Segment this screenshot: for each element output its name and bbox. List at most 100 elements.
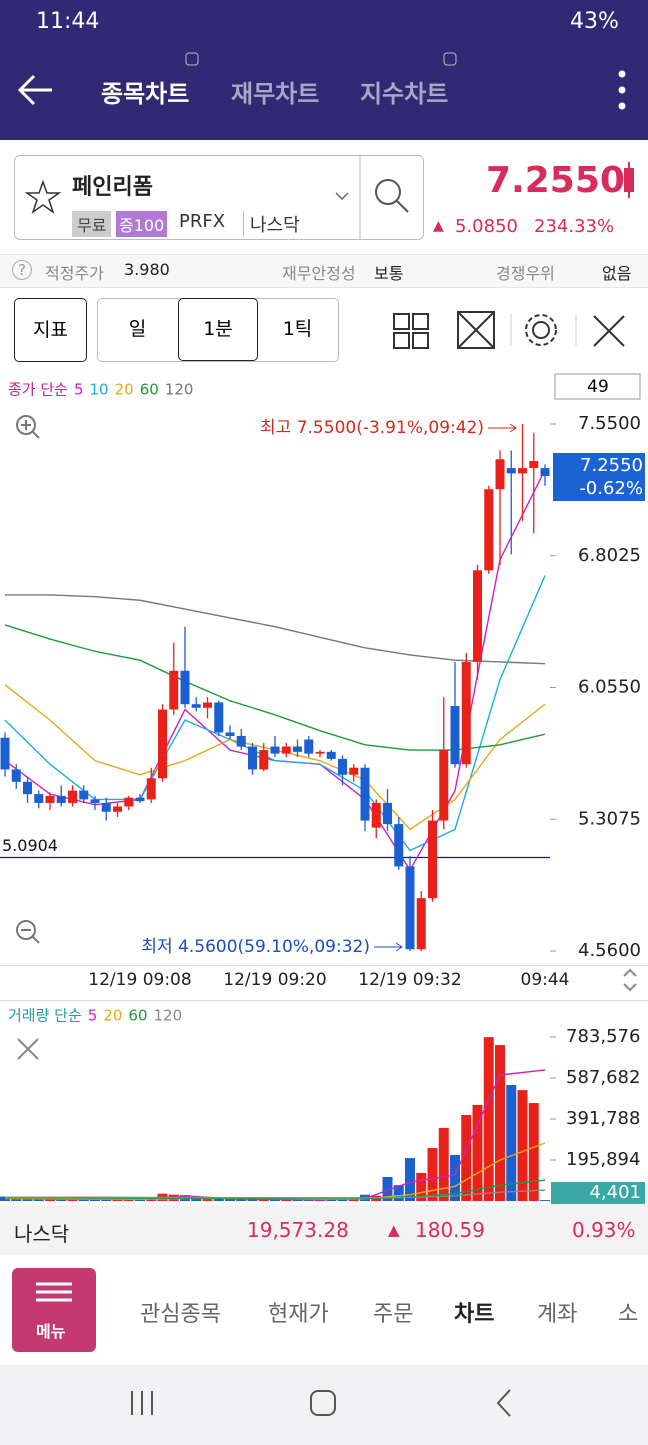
zoom-button[interactable] [16, 920, 36, 940]
volume-bar [123, 1199, 134, 1201]
button[interactable]: 1분 [178, 298, 258, 361]
volume-bar [393, 1185, 404, 1201]
candle-body [180, 670, 190, 705]
volume-bar [382, 1176, 393, 1201]
volume-bar [517, 1090, 528, 1201]
info-label: 재무안정성 [282, 264, 356, 283]
nav-tab[interactable]: 관심종목 [140, 1302, 221, 1327]
nav-tab[interactable]: 계좌 [537, 1302, 578, 1327]
top-bar [0, 0, 648, 140]
volume-bar [405, 1158, 415, 1201]
candle-body [450, 706, 460, 765]
last-volume-tag [551, 1182, 645, 1204]
nav-tab[interactable]: 주문 [373, 1302, 414, 1327]
volume-bar [348, 1199, 359, 1201]
y-tick-label: 5.3075 [578, 808, 641, 829]
legend-entry: 20 [103, 1007, 122, 1025]
candle-body [304, 739, 314, 754]
ma-line [5, 594, 546, 665]
candle-body [214, 702, 224, 733]
y-tick-label: 6.8025 [578, 545, 641, 566]
tab[interactable]: 종목차트 [101, 80, 190, 108]
volume-bar [270, 1199, 280, 1201]
volume-bar [90, 1199, 100, 1201]
candle-body [281, 746, 291, 754]
volume-bar [33, 1198, 44, 1201]
volume-bar [495, 1045, 505, 1201]
stock-box[interactable] [14, 155, 424, 240]
volume-bar [202, 1199, 213, 1201]
button[interactable]: 1틱 [282, 318, 313, 340]
button[interactable]: 일 [128, 318, 147, 340]
help[interactable]: ? [12, 260, 32, 280]
legend-entry: 60 [140, 381, 159, 399]
volume-pane [0, 1000, 648, 1206]
change-pct: 234.33% [534, 216, 615, 237]
ma-line [5, 1189, 546, 1199]
volume-bar [22, 1199, 33, 1201]
volume-bar [461, 1114, 472, 1201]
last-change: -0.62% [579, 478, 643, 499]
nav-tab[interactable]: 소 [618, 1302, 639, 1327]
market-value: 19,573.28 [247, 1218, 349, 1242]
zoom-button[interactable] [16, 415, 36, 435]
candle-body [169, 670, 179, 710]
y-tick-label: 6.0550 [578, 677, 641, 698]
x-tick-label: 12/19 09:32 [358, 970, 461, 990]
legend-title: 종가 단순 [8, 381, 68, 399]
button[interactable]: 지표 [14, 298, 87, 362]
tab[interactable]: 재무차트 [231, 80, 320, 108]
tool-icons [393, 311, 625, 349]
candle-body [259, 750, 269, 770]
count-box [554, 373, 641, 400]
candle-body [371, 802, 381, 828]
info-label: 적정주가 [45, 264, 104, 283]
legend-entry: 5 [74, 381, 84, 399]
info-row [0, 254, 648, 288]
volume-bar [315, 1199, 325, 1201]
candle-body [158, 709, 167, 779]
volume-bar [56, 1199, 67, 1201]
nav-tab[interactable]: 현재가 [268, 1302, 329, 1327]
candle-body [394, 824, 404, 867]
candle-body [293, 746, 302, 752]
volume-bar [135, 1199, 145, 1201]
candle-body [338, 758, 347, 775]
info-value: 3.980 [124, 260, 170, 279]
candle-body [11, 769, 21, 782]
header-icons [17, 52, 626, 110]
candle-body [34, 794, 44, 803]
back[interactable] [17, 74, 52, 106]
volume-bar [292, 1199, 303, 1201]
volume-bar [438, 1127, 449, 1201]
candle-body [101, 802, 111, 812]
y-tick-label: 195,894 [566, 1149, 640, 1170]
stock-name: 페인리폼 [72, 175, 153, 200]
candle-body [473, 570, 482, 662]
candle-body [428, 820, 437, 899]
y-tick-label: 587,682 [566, 1067, 640, 1088]
last-price: 7.2550 [580, 455, 643, 476]
system-icons [131, 1389, 511, 1417]
candle-body [315, 751, 325, 754]
menu-button[interactable] [12, 1268, 96, 1352]
low-arrow [374, 942, 403, 952]
x-tick-label: 09:44 [521, 970, 570, 990]
change: 5.0850 [455, 216, 518, 237]
market-bar [0, 1205, 648, 1255]
tab[interactable]: 지수차트 [360, 80, 449, 108]
volume-bar [450, 1154, 460, 1201]
legend-entry: 120 [165, 381, 194, 399]
nav-tab[interactable]: 차트 [454, 1302, 495, 1327]
y-tick-label: 7.5500 [578, 413, 641, 434]
candle-body [360, 767, 370, 821]
menu-icon [36, 1282, 72, 1302]
candle-body [349, 767, 359, 775]
low-note: 최저 4.5600(59.10%,09:32) [141, 937, 370, 957]
candle-body [203, 702, 212, 708]
clock: 11:44 [36, 9, 100, 34]
tag: 증100 [116, 211, 168, 237]
candle-body [236, 735, 246, 747]
